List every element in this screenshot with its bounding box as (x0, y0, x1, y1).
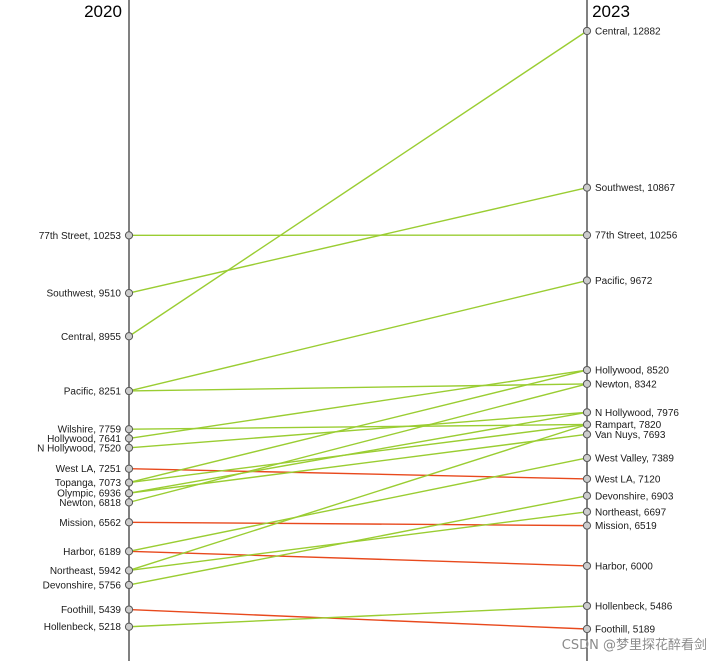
label-2020-wilshire: Wilshire, 7759 (58, 425, 122, 436)
line-extra-7 (128, 457, 588, 552)
line-extra-4 (128, 433, 588, 494)
label-2023-pacific: Pacific, 9672 (595, 276, 653, 287)
slope-labels: 77th Street, 10253 77th Street, 10256 Sout… (37, 27, 679, 636)
point-2020-77th-street (124, 231, 134, 240)
line-southwest (128, 186, 588, 294)
label-2023-n-hollywood: N Hollywood, 7976 (595, 408, 679, 419)
line-newton (128, 383, 588, 504)
label-2023-harbor: Harbor, 6000 (595, 561, 653, 572)
point-2020-harbor (124, 547, 134, 556)
point-2023-southwest (582, 183, 592, 192)
label-2020-devonshire: Devonshire, 5756 (43, 580, 122, 591)
point-2023-rampart (582, 420, 592, 429)
point-2020-newton (124, 498, 134, 507)
line-devonshire (128, 495, 588, 586)
line-northeast (128, 511, 588, 572)
point-2020-hollywood (124, 434, 134, 443)
label-2020-mission: Mission, 6562 (59, 518, 121, 529)
line-extra-1 (128, 383, 588, 392)
line-extra-5 (128, 369, 588, 484)
point-2023-n-hollywood (582, 408, 592, 417)
point-2020-devonshire (124, 580, 134, 590)
label-2023-southwest: Southwest, 10867 (595, 183, 675, 194)
point-2020-hollenbeck (124, 622, 134, 631)
axis-title-2020: 2020 (84, 2, 122, 21)
point-2023-hollenbeck (582, 601, 592, 611)
slope-lines (128, 30, 588, 630)
label-2023-devonshire: Devonshire, 6903 (595, 491, 674, 502)
point-2020-foothill (124, 605, 134, 614)
point-2020-wilshire (124, 425, 134, 434)
label-2020-topanga: Topanga, 7073 (55, 478, 122, 489)
line-hollywood (128, 369, 588, 440)
label-2023-foothill: Foothill, 5189 (595, 625, 655, 636)
point-2023-west-valley (582, 453, 592, 463)
label-2020-77th-street: 77th Street, 10253 (39, 231, 122, 242)
point-2023-northeast (582, 507, 592, 516)
point-2023-pacific (582, 276, 592, 285)
label-2023-northeast: Northeast, 6697 (595, 507, 667, 518)
label-2023-hollywood: Hollywood, 8520 (595, 366, 669, 377)
point-2023-foothill (582, 624, 592, 634)
label-2020-northeast: Northeast, 5942 (50, 566, 122, 577)
point-2023-mission (582, 521, 592, 530)
point-2023-harbor (582, 561, 592, 571)
line-hollenbeck (128, 605, 588, 628)
point-2020-n-hollywood (124, 443, 134, 452)
line-mission (128, 521, 588, 527)
point-2020-west-la (124, 464, 134, 473)
point-2020-mission (124, 518, 134, 527)
label-2020-southwest: Southwest, 9510 (47, 289, 122, 300)
label-2020-n-hollywood: N Hollywood, 7520 (37, 443, 121, 454)
watermark: CSDN @梦里探花醉看剑 (561, 638, 707, 653)
line-extra-3 (128, 423, 588, 484)
line-extra-6 (128, 411, 588, 494)
point-2023-west-la (582, 474, 592, 483)
line-west-la (128, 468, 588, 480)
label-2020-foothill: Foothill, 5439 (61, 605, 121, 616)
label-2020-pacific: Pacific, 8251 (64, 386, 122, 397)
point-2020-southwest (124, 289, 134, 298)
label-2020-newton: Newton, 6818 (59, 498, 121, 509)
label-2020-west-la: West LA, 7251 (56, 464, 122, 475)
label-2023-central: Central, 12882 (595, 27, 661, 38)
label-2023-newton: Newton, 8342 (595, 379, 657, 390)
label-2023-77th-street: 77th Street, 10256 (595, 231, 678, 242)
label-2023-van-nuys: Van Nuys, 7693 (595, 430, 666, 441)
point-2023-hollywood (582, 365, 592, 375)
point-2020-olympic (124, 489, 134, 498)
line-central (128, 30, 588, 337)
line-foothill (128, 608, 588, 630)
line-pacific (128, 279, 588, 392)
label-2020-olympic: Olympic, 6936 (57, 489, 121, 500)
line-n-hollywood (128, 411, 588, 449)
label-2020-central: Central, 8955 (61, 332, 121, 343)
label-2023-mission: Mission, 6519 (595, 521, 657, 532)
slope-points (124, 26, 592, 634)
axis-title-2023: 2023 (592, 2, 630, 21)
line-harbor (128, 550, 588, 567)
point-2023-devonshire (582, 491, 592, 500)
label-2020-hollywood: Hollywood, 7641 (47, 434, 121, 445)
point-2020-topanga (124, 478, 134, 487)
point-2023-77th-street (582, 231, 592, 240)
point-2023-central (582, 26, 592, 36)
point-2023-van-nuys (582, 430, 592, 439)
label-2023-rampart: Rampart, 7820 (595, 420, 662, 431)
label-2020-harbor: Harbor, 6189 (63, 547, 121, 558)
line-extra-8 (128, 423, 588, 572)
label-2023-west-la: West LA, 7120 (595, 474, 661, 485)
label-2020-hollenbeck: Hollenbeck, 5218 (44, 622, 122, 633)
point-2023-newton (582, 379, 592, 389)
point-2020-pacific (124, 386, 134, 396)
label-2023-west-valley: West Valley, 7389 (595, 453, 674, 464)
point-2020-central (124, 332, 134, 341)
point-2020-northeast (124, 566, 134, 575)
label-2023-hollenbeck: Hollenbeck, 5486 (595, 601, 673, 612)
